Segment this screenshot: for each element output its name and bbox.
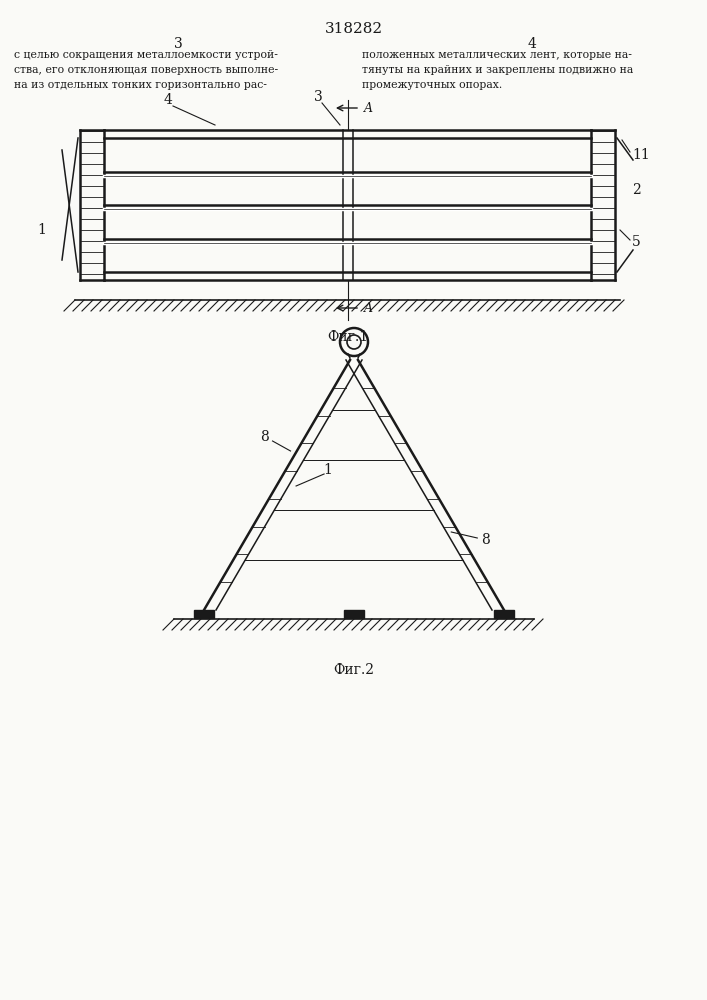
Text: 3: 3	[174, 37, 182, 51]
Bar	[194, 610, 214, 618]
Text: 3: 3	[314, 90, 322, 104]
Text: 1: 1	[324, 463, 332, 477]
Text: на из отдельных тонких горизонтально рас-: на из отдельных тонких горизонтально рас…	[14, 80, 267, 90]
Text: A: A	[364, 302, 373, 314]
Text: 11: 11	[632, 148, 650, 162]
Text: 318282: 318282	[325, 22, 383, 36]
Text: промежуточных опорах.: промежуточных опорах.	[362, 80, 502, 90]
Text: 4: 4	[527, 37, 537, 51]
Text: 8: 8	[481, 533, 490, 547]
Text: ства, его отклоняющая поверхность выполне-: ства, его отклоняющая поверхность выполн…	[14, 65, 278, 75]
Text: положенных металлических лент, которые на-: положенных металлических лент, которые н…	[362, 50, 632, 60]
Text: 4: 4	[163, 93, 173, 107]
Text: с целью сокращения металлоемкости устрой-: с целью сокращения металлоемкости устрой…	[14, 50, 278, 60]
Text: Фиг.2: Фиг.2	[334, 663, 375, 677]
Text: тянуты на крайних и закреплены подвижно на: тянуты на крайних и закреплены подвижно …	[362, 65, 633, 75]
Text: 1: 1	[37, 223, 47, 237]
Text: 2: 2	[632, 183, 641, 197]
Bar	[344, 610, 364, 618]
Text: Фиг.1: Фиг.1	[327, 330, 368, 344]
Bar	[494, 610, 514, 618]
Text: A: A	[364, 102, 373, 114]
Text: 5: 5	[632, 235, 641, 249]
Text: 8: 8	[260, 430, 269, 444]
